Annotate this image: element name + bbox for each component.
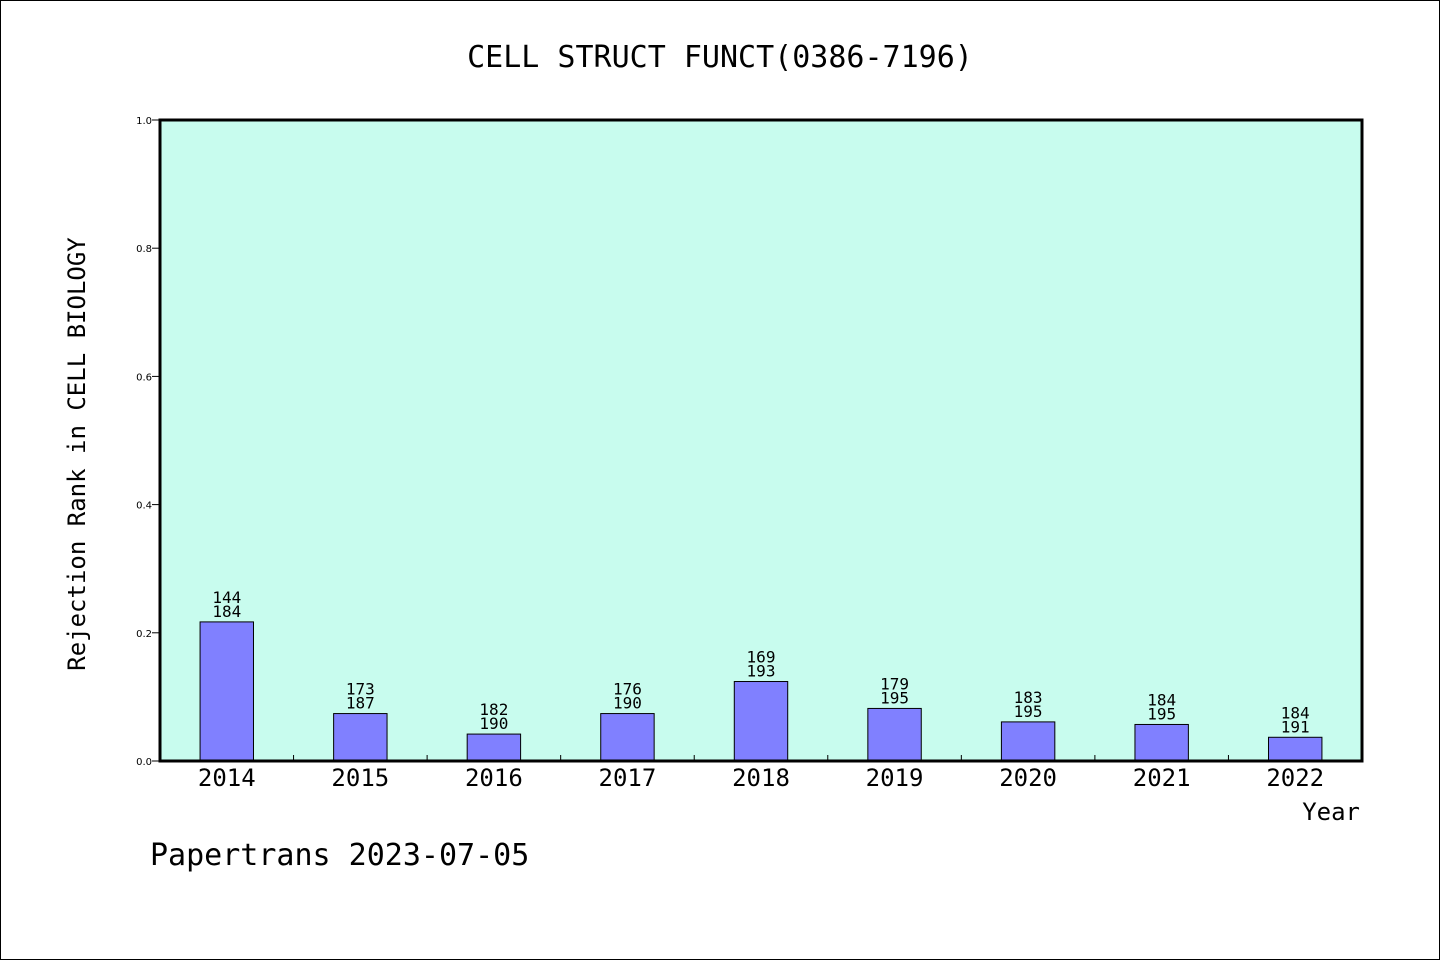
x-tick-label: 2016 — [465, 764, 523, 792]
bar-2022 — [1268, 736, 1323, 762]
data-label-top: 176 — [613, 680, 642, 699]
y-tick-label: 1.0 — [136, 116, 152, 127]
bar-2016 — [466, 733, 522, 762]
bar-2020 — [1000, 721, 1056, 762]
plot-area — [160, 120, 1362, 761]
footer-credit: Papertrans 2023-07-05 — [150, 838, 529, 873]
data-label-top: 184 — [1147, 690, 1176, 709]
bar-2014 — [199, 621, 254, 762]
data-label-bottom: 190 — [613, 694, 642, 713]
plot-border — [158, 118, 1364, 763]
x-axis: 2014 2015 2016 2017 2018 2019 2020 2021 2022 — [198, 764, 1324, 792]
y-tick-label: 0.4 — [136, 501, 152, 512]
data-label-top: 184 — [1281, 703, 1310, 722]
x-tick-label: 2018 — [732, 764, 790, 792]
data-label-bottom: 193 — [747, 662, 776, 681]
data-label-bottom: 195 — [1147, 704, 1176, 723]
y-axis-label: Rejection Rank in CELL BIOLOGY — [63, 237, 91, 671]
y-axis: 0.0 0.2 0.4 0.6 0.8 1.0 — [136, 116, 160, 768]
y-tick-label: 0.0 — [136, 757, 152, 768]
data-label-top: 179 — [880, 674, 909, 693]
chart-title: CELL STRUCT FUNCT(0386-7196) — [467, 40, 973, 75]
data-label-top: 183 — [1014, 688, 1043, 707]
data-label-bottom: 190 — [479, 714, 508, 733]
x-tick-label: 2019 — [866, 764, 924, 792]
bar-2021 — [1134, 723, 1189, 762]
x-tick-label: 2014 — [198, 764, 256, 792]
data-label-top: 169 — [747, 648, 776, 667]
bar-2017 — [600, 713, 655, 762]
data-label-top: 173 — [346, 680, 375, 699]
data-label-top: 182 — [479, 700, 508, 719]
bar-2018 — [733, 681, 789, 762]
bar-2015 — [333, 713, 388, 762]
data-label-top: 144 — [212, 588, 241, 607]
data-label-bottom: 184 — [212, 602, 241, 621]
x-axis-label: Year — [1302, 798, 1360, 826]
bar-2019 — [867, 707, 922, 762]
y-tick-label: 0.2 — [136, 629, 152, 640]
x-tick-label: 2021 — [1133, 764, 1191, 792]
data-label-bottom: 195 — [880, 688, 909, 707]
y-tick-label: 0.6 — [136, 372, 152, 383]
bars — [199, 621, 1323, 762]
x-tick-label: 2020 — [999, 764, 1057, 792]
x-tick-label: 2017 — [599, 764, 657, 792]
data-label-bottom: 191 — [1281, 717, 1310, 736]
data-label-bottom: 187 — [346, 694, 375, 713]
x-tick-label: 2022 — [1266, 764, 1324, 792]
y-tick-label: 0.8 — [136, 244, 152, 255]
data-label-bottom: 195 — [1014, 702, 1043, 721]
x-tick-label: 2015 — [331, 764, 389, 792]
